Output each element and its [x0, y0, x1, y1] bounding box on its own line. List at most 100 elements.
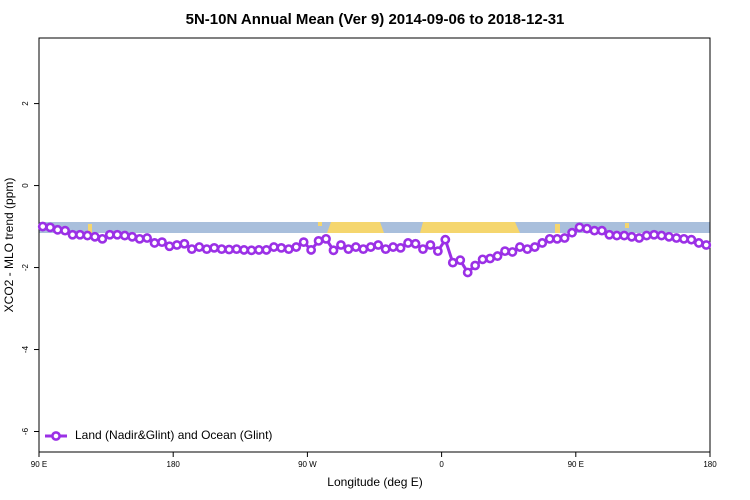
data-point [537, 238, 548, 248]
data-point [470, 260, 481, 271]
y-axis-label: XCO2 - MLO trend (ppm) [2, 178, 16, 313]
x-tick-label: 90 W [298, 460, 317, 469]
data-point [514, 242, 525, 252]
data-point [358, 244, 369, 254]
data-point [254, 245, 264, 255]
data-point [97, 233, 108, 244]
data-point [589, 225, 600, 236]
data-point [209, 242, 220, 253]
data-point [649, 229, 659, 240]
y-tick-label: 2 [21, 101, 30, 106]
data-point [164, 241, 175, 252]
data-point [142, 233, 153, 243]
data-point [328, 245, 339, 256]
data-point [75, 229, 85, 240]
data-point [67, 229, 78, 240]
data-point [336, 240, 346, 250]
data-point [619, 230, 630, 241]
data-point [634, 233, 645, 243]
data-point [365, 242, 376, 252]
data-point [321, 233, 331, 244]
data-point [380, 244, 391, 254]
data-point [134, 233, 145, 244]
data-point [127, 231, 138, 242]
y-tick-label: -2 [21, 263, 30, 271]
data-point [179, 238, 190, 249]
data-point [440, 234, 451, 245]
data-point [559, 233, 570, 243]
data-point [313, 236, 324, 246]
data-point [283, 244, 294, 254]
data-point [671, 233, 682, 243]
data-point [52, 224, 63, 235]
data-point [306, 245, 317, 255]
data-point [604, 229, 615, 240]
data-point [201, 244, 212, 254]
data-point [403, 238, 413, 248]
x-tick-label: 0 [439, 460, 444, 469]
data-point [172, 240, 182, 250]
data-point [216, 244, 227, 254]
x-tick-label: 90 E [568, 460, 584, 469]
data-point [679, 233, 689, 244]
chart-title: 5N-10N Annual Mean (Ver 9) 2014-09-06 to… [186, 11, 565, 28]
data-point [574, 222, 585, 233]
data-point [552, 233, 563, 244]
data-point [686, 234, 697, 245]
data-point [149, 238, 160, 248]
legend-marker [51, 431, 61, 441]
data-point [45, 222, 56, 233]
data-point [373, 240, 384, 250]
data-point [596, 225, 607, 236]
x-tick-label: 180 [703, 460, 717, 469]
data-point [485, 253, 495, 264]
data-point [544, 233, 555, 244]
data-point [350, 242, 361, 252]
data-point [432, 246, 443, 257]
data-point [611, 230, 622, 241]
data-point [298, 237, 309, 248]
data-point [701, 240, 712, 250]
data-point [82, 230, 93, 241]
data-point [582, 223, 592, 234]
data-point [37, 221, 48, 232]
data-point [186, 244, 197, 254]
data-point [112, 229, 123, 240]
y-tick-label: -6 [21, 427, 30, 435]
data-point [119, 230, 130, 241]
data-point [664, 231, 674, 242]
data-point [529, 242, 540, 252]
y-tick-label: 0 [21, 183, 30, 188]
data-point [477, 254, 488, 265]
data-point [246, 245, 257, 256]
data-point [522, 244, 533, 254]
data-point [231, 244, 242, 254]
data-point [268, 242, 279, 252]
data-point [261, 245, 272, 255]
data-point [343, 244, 354, 254]
data-point [462, 267, 473, 278]
data-point [567, 227, 577, 238]
data-point [395, 242, 406, 253]
data-point [425, 240, 436, 250]
data-point [693, 238, 704, 248]
data-point [276, 242, 287, 253]
data-point [641, 230, 652, 241]
data-point [388, 242, 399, 252]
data-point [507, 247, 518, 257]
legend-label: Land (Nadir&Glint) and Ocean (Glint) [75, 428, 272, 442]
data-point [492, 251, 503, 261]
data-point [291, 242, 302, 252]
land-ocean-strip [39, 222, 710, 233]
y-tick-label: -4 [21, 345, 30, 353]
data-point [194, 242, 205, 252]
data-point [104, 229, 115, 240]
data-point [656, 230, 667, 241]
data-point [500, 246, 510, 257]
data-point [455, 255, 466, 266]
x-tick-label: 180 [167, 460, 181, 469]
data-point [224, 244, 235, 255]
data-point [60, 225, 70, 236]
data-point [626, 231, 637, 242]
data-point [157, 237, 167, 248]
